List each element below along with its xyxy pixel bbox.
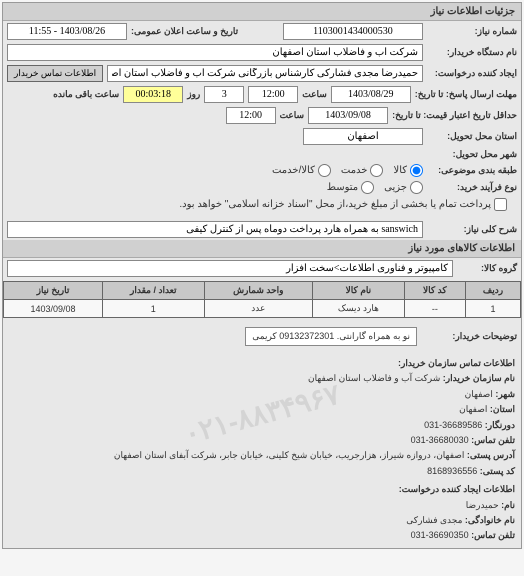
contact-city: اصفهان	[465, 389, 493, 399]
requester-family-label: نام خانوادگی:	[465, 515, 515, 525]
radio-goods-service-input[interactable]	[318, 164, 331, 177]
org-name-input[interactable]	[7, 44, 423, 61]
days-input[interactable]	[204, 86, 244, 103]
td-quantity: 1	[102, 300, 204, 318]
th-quantity: تعداد / مقدار	[102, 282, 204, 300]
td-code: --	[404, 300, 465, 318]
th-unit: واحد شمارش	[204, 282, 313, 300]
radio-medium[interactable]: متوسط	[327, 181, 374, 194]
category-radio-group: کالا خدمت کالا/خدمت	[272, 164, 423, 177]
requester-name: حمیدرضا	[466, 500, 499, 510]
price-validity-label: حداقل تاریخ اعتبار قیمت: تا تاریخ:	[392, 110, 517, 121]
radio-goods-label: کالا	[393, 165, 407, 176]
treasury-checkbox-item[interactable]: پرداخت تمام یا بخشی از مبلغ خرید،از محل …	[179, 198, 507, 211]
goods-group-input[interactable]	[7, 260, 453, 277]
requester-phone: 36690350-031	[411, 530, 469, 540]
request-number-label: شماره نیاز:	[427, 26, 517, 37]
requester-phone-label: تلفن تماس:	[471, 530, 515, 540]
treasury-checkbox-label: پرداخت تمام یا بخشی از مبلغ خرید،از محل …	[179, 199, 491, 210]
buyer-note-label: توضیحات خریدار:	[427, 331, 517, 342]
requester-info-title: اطلاعات ایجاد کننده درخواست:	[399, 484, 515, 494]
th-row: ردیف	[465, 282, 520, 300]
request-number-input[interactable]	[283, 23, 423, 40]
price-validity-time-input[interactable]	[226, 107, 276, 124]
datetime-label: تاریخ و ساعت اعلان عمومی:	[131, 26, 238, 37]
radio-goods-input[interactable]	[410, 164, 423, 177]
contact-phone-label: تلفن تماس:	[471, 435, 515, 445]
radio-minor-label: جزیی	[384, 182, 407, 193]
need-key-label: شرح کلی نیاز:	[427, 224, 517, 235]
contact-postal-code-label: کد پستی:	[480, 466, 515, 476]
td-need-date: 1403/09/08	[4, 300, 103, 318]
radio-service[interactable]: خدمت	[341, 164, 384, 177]
contact-postal-address: اصفهان، دروازه شیراز، هزارجریب، خیابان ش…	[114, 450, 465, 460]
radio-minor[interactable]: جزیی	[384, 181, 423, 194]
contact-city-label: شهر:	[495, 389, 515, 399]
purchase-type-radio-group: جزیی متوسط	[327, 181, 423, 194]
delivery-province-input[interactable]	[303, 128, 423, 145]
contact-section-title: اطلاعات تماس سازمان خریدار:	[9, 356, 515, 370]
th-name: نام کالا	[313, 282, 405, 300]
need-key-input[interactable]	[7, 221, 423, 238]
org-name-label: نام دستگاه خریدار:	[427, 47, 517, 58]
td-unit: عدد	[204, 300, 313, 318]
radio-goods-service-label: کالا/خدمت	[272, 165, 315, 176]
category-label: طبقه بندی موضوعی:	[427, 165, 517, 176]
radio-medium-input[interactable]	[361, 181, 374, 194]
goods-table: ردیف کد کالا نام کالا واحد شمارش تعداد /…	[3, 281, 521, 318]
days-label: روز	[187, 89, 200, 100]
contact-fax: 36689586-031	[424, 420, 482, 430]
page-title: جزئیات اطلاعات نیاز	[3, 3, 521, 21]
contact-section: اطلاعات تماس سازمان خریدار: نام سازمان خ…	[3, 351, 521, 548]
contact-postal-address-label: آدرس پستی:	[467, 450, 515, 460]
price-validity-date-input[interactable]	[308, 107, 388, 124]
table-header-row: ردیف کد کالا نام کالا واحد شمارش تعداد /…	[4, 282, 521, 300]
radio-service-label: خدمت	[341, 165, 368, 176]
td-name: هارد دیسک	[313, 300, 405, 318]
time-label-1: ساعت	[302, 89, 327, 100]
remaining-time-input	[123, 86, 183, 103]
td-row: 1	[465, 300, 520, 318]
contact-org: شرکت آب و فاضلاب استان اصفهان	[308, 373, 440, 383]
deadline-send-date-input[interactable]	[331, 86, 411, 103]
contact-postal-code: 8168936556	[427, 466, 477, 476]
creator-label: ایجاد کننده درخواست:	[427, 68, 517, 79]
radio-minor-input[interactable]	[410, 181, 423, 194]
radio-service-input[interactable]	[370, 164, 383, 177]
deadline-send-label: مهلت ارسال پاسخ: تا تاریخ:	[415, 89, 517, 100]
contact-org-label: نام سازمان خریدار:	[443, 373, 515, 383]
radio-goods-service[interactable]: کالا/خدمت	[272, 164, 331, 177]
datetime-input[interactable]	[7, 23, 127, 40]
creator-input[interactable]	[107, 65, 423, 82]
requester-name-label: نام:	[501, 500, 515, 510]
goods-group-label: گروه کالا:	[457, 263, 517, 274]
th-code: کد کالا	[404, 282, 465, 300]
radio-medium-label: متوسط	[327, 182, 358, 193]
treasury-checkbox[interactable]	[494, 198, 507, 211]
goods-section-title: اطلاعات کالاهای مورد نیاز	[3, 240, 521, 258]
remaining-label: ساعت باقی مانده	[53, 89, 119, 100]
contact-province: اصفهان	[459, 404, 487, 414]
requester-family: مجدی فشارکی	[406, 515, 462, 525]
contact-province-label: استان:	[490, 404, 515, 414]
buyer-note-text: نو به همراه گارانتی. 09132372301 کریمی	[245, 327, 417, 346]
contact-info-button[interactable]: اطلاعات تماس خریدار	[7, 65, 103, 82]
contact-phone: 36680030-031	[411, 435, 469, 445]
th-need-date: تاریخ نیاز	[4, 282, 103, 300]
delivery-province-label: استان محل تحویل:	[427, 131, 517, 142]
time-label-2: ساعت	[280, 110, 305, 121]
delivery-city-label: شهر محل تحویل:	[427, 149, 517, 160]
table-row[interactable]: 1 -- هارد دیسک عدد 1 1403/09/08	[4, 300, 521, 318]
radio-goods[interactable]: کالا	[393, 164, 423, 177]
contact-fax-label: دورنگار:	[485, 420, 515, 430]
purchase-type-label: نوع فرآیند خرید:	[427, 182, 517, 193]
deadline-send-time-input[interactable]	[248, 86, 298, 103]
